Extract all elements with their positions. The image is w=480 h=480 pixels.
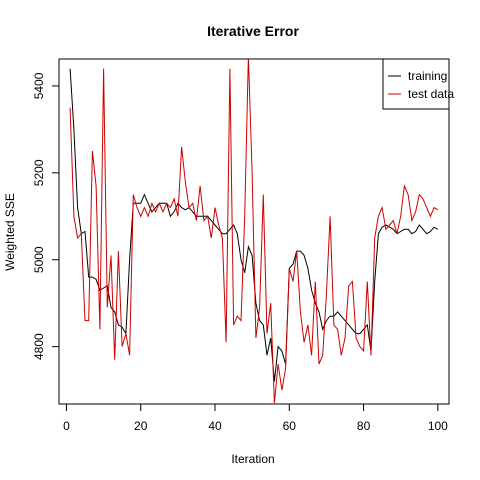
series-line-test-data xyxy=(69,59,439,404)
x-tick-label: 100 xyxy=(428,419,448,433)
y-tick-label: 5000 xyxy=(32,246,46,273)
y-tick-label: 5400 xyxy=(32,72,46,99)
x-tick-label: 20 xyxy=(134,419,148,433)
y-tick-label: 4800 xyxy=(32,333,46,360)
series-layer xyxy=(69,59,439,404)
legend-box xyxy=(382,58,450,110)
y-axis-label: Weighted SSE xyxy=(3,193,17,271)
chart-title: Iterative Error xyxy=(207,23,299,39)
x-axis-label: Iteration xyxy=(231,452,274,466)
x-tick-label: 40 xyxy=(208,419,222,433)
legend-label-test-data: test data xyxy=(408,87,454,101)
series-line-training xyxy=(69,68,439,382)
y-tick-label: 5200 xyxy=(32,159,46,186)
axis-layer: 0 20 40 60 80 100 4800 5000 5200 5400 xyxy=(32,72,448,433)
legend-label-training: training xyxy=(408,69,447,83)
x-tick-label: 60 xyxy=(283,419,297,433)
legend: training test data xyxy=(382,58,454,110)
x-tick-label: 80 xyxy=(357,419,371,433)
x-tick-label: 0 xyxy=(63,419,70,433)
